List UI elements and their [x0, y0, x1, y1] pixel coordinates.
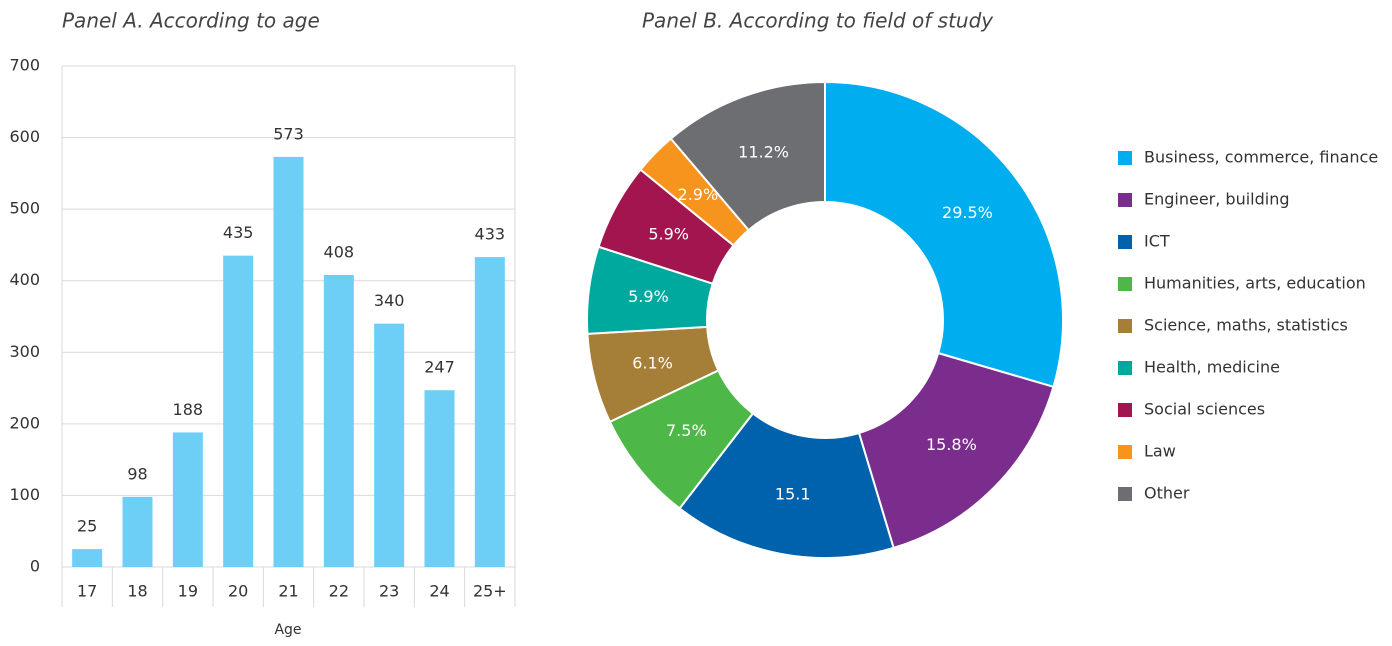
legend-label: ICT [1144, 232, 1170, 251]
data-label: 98 [127, 464, 147, 483]
data-label: 247 [424, 358, 455, 377]
y-tick-label: 700 [9, 56, 40, 75]
y-tick-label: 0 [30, 557, 40, 576]
x-tick-label: 22 [329, 582, 349, 601]
data-label: 7.5% [666, 421, 707, 440]
x-tick-label: 25+ [473, 582, 507, 601]
legend-swatch [1118, 403, 1132, 417]
legend-swatch [1118, 151, 1132, 165]
data-label: 5.9% [648, 224, 689, 243]
bar [323, 274, 354, 567]
data-label: 29.5% [942, 203, 993, 222]
panel-a-title: Panel A. According to age [62, 9, 320, 33]
bar [72, 549, 103, 567]
legend-label: Science, maths, statistics [1144, 316, 1348, 335]
bar [374, 323, 405, 567]
y-tick-label: 200 [9, 413, 40, 432]
legend-swatch [1118, 319, 1132, 333]
y-tick-label: 600 [9, 127, 40, 146]
legend-swatch [1118, 277, 1132, 291]
legend-label: Social sciences [1144, 400, 1265, 419]
data-label: 435 [223, 223, 254, 242]
bar [172, 432, 203, 567]
donut-slice [669, 80, 826, 232]
donut-slice [824, 80, 1064, 389]
x-tick-label: 19 [178, 582, 198, 601]
y-tick-label: 500 [9, 199, 40, 218]
x-tick-label: 18 [127, 582, 147, 601]
legend-swatch [1118, 193, 1132, 207]
data-label: 340 [374, 291, 405, 310]
x-axis-label: Age [274, 622, 301, 638]
legend-swatch [1118, 235, 1132, 249]
panel-b-title: Panel B. According to field of study [642, 9, 994, 33]
data-label: 433 [475, 225, 506, 244]
y-tick-label: 400 [9, 270, 40, 289]
legend-label: Humanities, arts, education [1144, 274, 1366, 293]
data-label: 408 [324, 242, 355, 261]
donut-slice [678, 412, 895, 559]
data-label: 15.8% [926, 435, 977, 454]
donut-slice [857, 351, 1055, 550]
legend-label: Engineer, building [1144, 190, 1290, 209]
legend-swatch [1118, 445, 1132, 459]
data-label: 11.2% [738, 142, 789, 161]
data-label: 5.9% [628, 287, 669, 306]
x-tick-label: 17 [77, 582, 97, 601]
x-tick-label: 24 [429, 582, 449, 601]
legend-label: Business, commerce, finance [1144, 148, 1378, 167]
data-label: 15.1 [775, 485, 811, 504]
data-label: 25 [77, 517, 97, 536]
bar [122, 496, 153, 567]
legend-swatch [1118, 361, 1132, 375]
data-label: 2.9% [678, 185, 719, 204]
legend-label: Other [1144, 484, 1190, 503]
x-tick-label: 21 [278, 582, 298, 601]
data-label: 6.1% [632, 354, 673, 373]
legend-label: Law [1144, 442, 1176, 461]
bar [273, 156, 304, 567]
bar [474, 257, 505, 567]
bar [223, 255, 254, 567]
legend-swatch [1118, 487, 1132, 501]
y-tick-label: 300 [9, 342, 40, 361]
y-tick-label: 100 [9, 485, 40, 504]
x-tick-label: 20 [228, 582, 248, 601]
data-label: 188 [173, 400, 204, 419]
legend-label: Health, medicine [1144, 358, 1280, 377]
data-label: 573 [273, 124, 304, 143]
x-tick-label: 23 [379, 582, 399, 601]
bar [424, 390, 455, 567]
